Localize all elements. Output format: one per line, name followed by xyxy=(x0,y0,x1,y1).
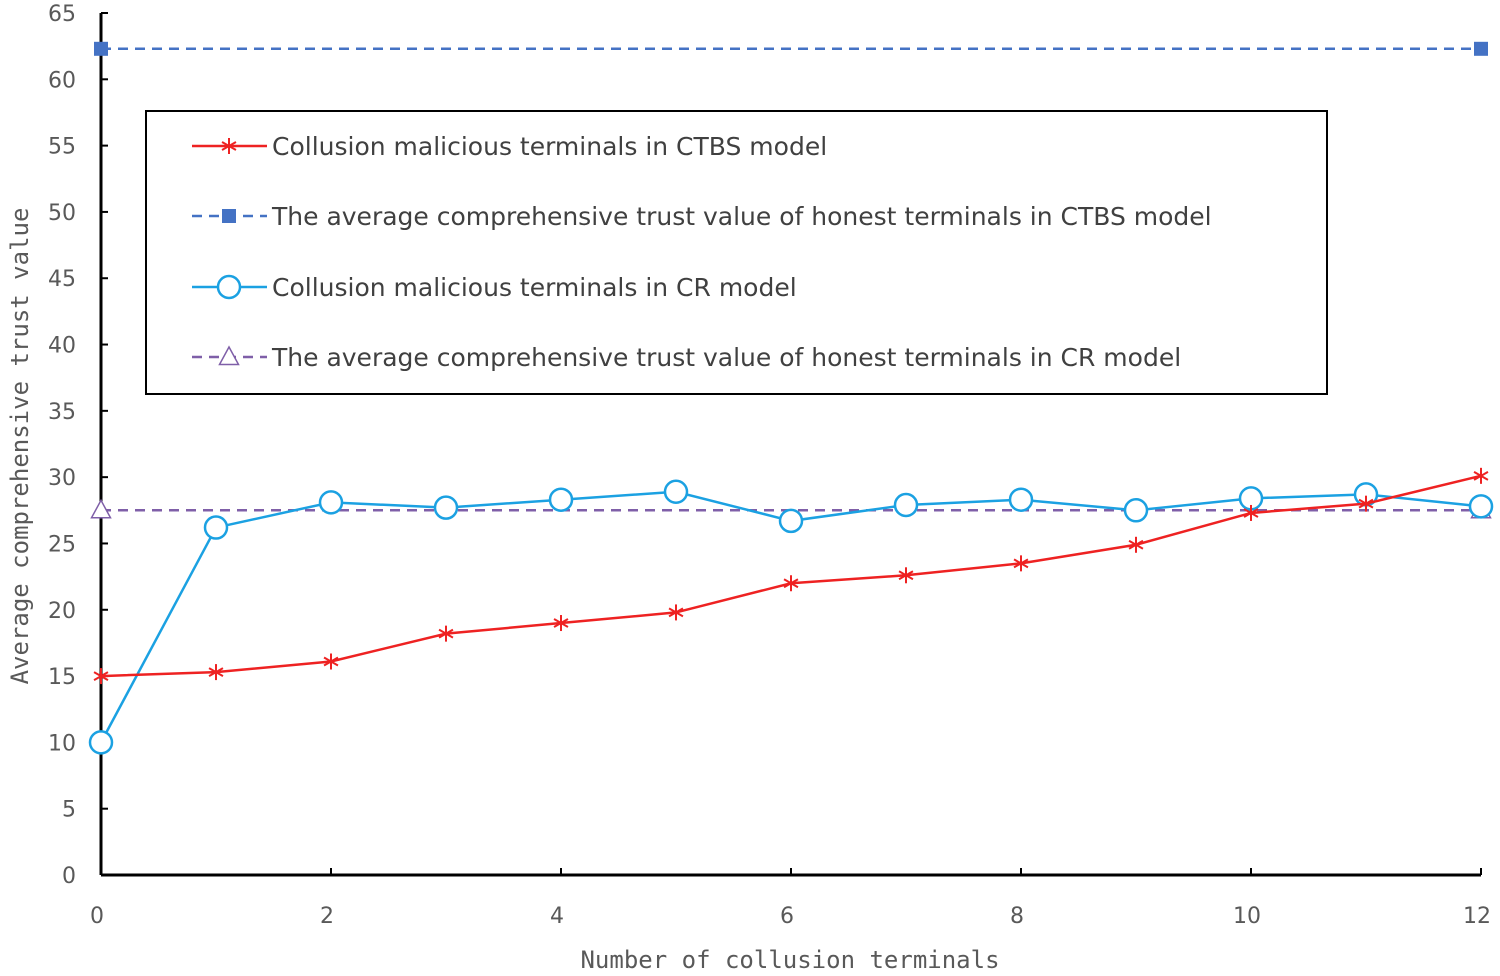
x-tick-label: 6 xyxy=(780,904,794,929)
legend-label-1: The average comprehensive trust value of… xyxy=(271,202,1212,231)
data-point xyxy=(663,479,689,504)
data-point xyxy=(90,498,112,519)
y-tick-label: 65 xyxy=(48,2,76,27)
y-tick-label: 45 xyxy=(48,267,76,292)
data-point xyxy=(1128,536,1144,553)
y-tick-label: 15 xyxy=(48,665,76,690)
data-point xyxy=(1008,487,1034,512)
x-tick-label: 10 xyxy=(1233,904,1261,929)
data-point xyxy=(323,653,339,670)
y-tick-label: 0 xyxy=(62,864,76,889)
legend: Collusion malicious terminals in CTBS mo… xyxy=(145,110,1328,395)
legend-marker-3 xyxy=(218,345,240,366)
legend-label-2: Collusion malicious terminals in CR mode… xyxy=(272,273,797,302)
y-tick-label: 55 xyxy=(48,135,76,160)
x-tick-label: 4 xyxy=(550,904,564,929)
data-point xyxy=(898,567,914,584)
data-point xyxy=(94,41,108,56)
data-point xyxy=(93,668,109,685)
y-tick-label: 30 xyxy=(48,466,76,491)
legend-marker-2 xyxy=(216,274,242,300)
data-point xyxy=(1013,555,1029,572)
axes: 0 5 10 15 20 25 30 35 40 45 50 55 60 65 0 2 4 6 8 10 12 xyxy=(48,2,1491,929)
y-tick-label: 10 xyxy=(48,731,76,756)
series-2 xyxy=(88,479,1494,755)
legend-marker-0 xyxy=(221,138,237,154)
series-1 xyxy=(94,41,1488,56)
data-point xyxy=(1468,494,1494,519)
series-layer xyxy=(88,41,1494,755)
data-point xyxy=(778,508,804,534)
x-tick-label: 2 xyxy=(320,904,334,929)
data-point xyxy=(1243,504,1259,521)
series-0 xyxy=(93,467,1489,685)
data-point xyxy=(893,492,919,518)
y-tick-label: 25 xyxy=(48,532,76,557)
x-tick-label: 8 xyxy=(1010,904,1024,929)
x-tick-label: 0 xyxy=(90,904,104,929)
legend-label-3: The average comprehensive trust value of… xyxy=(271,343,1181,372)
data-point xyxy=(438,625,454,642)
data-point xyxy=(433,495,459,520)
y-tick-label: 60 xyxy=(48,68,76,93)
data-point xyxy=(1123,498,1149,523)
data-point xyxy=(88,730,114,755)
y-tick-label: 50 xyxy=(48,201,76,226)
legend-marker-1 xyxy=(222,209,236,223)
data-point xyxy=(548,487,574,512)
data-point xyxy=(203,515,229,540)
data-point xyxy=(1358,495,1374,512)
data-point xyxy=(553,615,569,632)
y-tick-label: 35 xyxy=(48,400,76,425)
data-point xyxy=(208,664,224,681)
data-point xyxy=(668,604,684,621)
x-axis-title: Number of collusion terminals xyxy=(580,946,999,974)
data-point xyxy=(1474,41,1488,56)
y-tick-label: 40 xyxy=(48,334,76,359)
data-point xyxy=(783,575,799,592)
x-tick-label: 12 xyxy=(1463,904,1491,929)
legend-label-0: Collusion malicious terminals in CTBS mo… xyxy=(272,132,827,161)
y-tick-label: 20 xyxy=(48,599,76,624)
data-point xyxy=(318,490,344,515)
y-axis-title: Average comprehensive trust value xyxy=(6,208,34,685)
legend-frame xyxy=(145,110,1328,395)
y-tick-label: 5 xyxy=(62,798,76,823)
data-point xyxy=(1473,467,1489,484)
